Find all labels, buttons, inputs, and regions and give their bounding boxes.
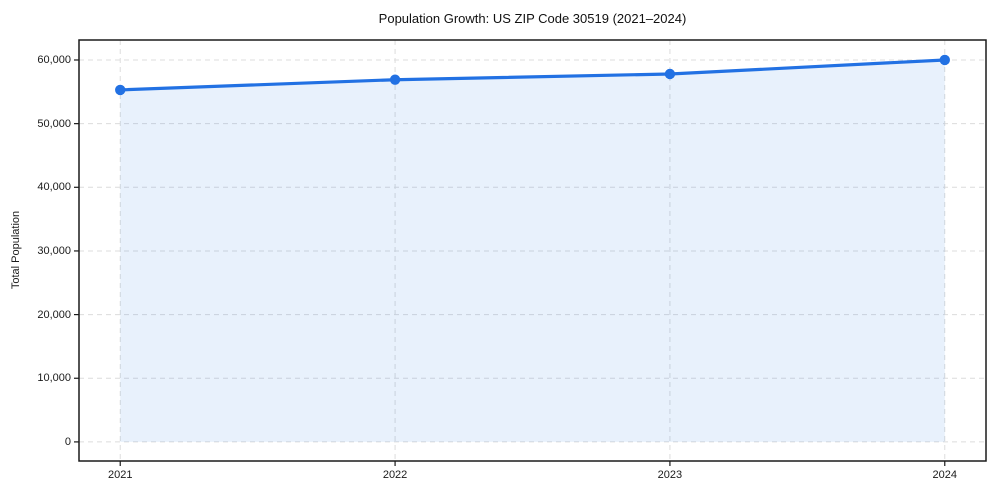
data-point-2021 bbox=[115, 84, 126, 96]
x-tick-label-2024: 2024 bbox=[932, 469, 958, 481]
data-line bbox=[118, 58, 947, 92]
x-tick-label-2022: 2022 bbox=[382, 469, 408, 481]
data-point-2024 bbox=[939, 54, 950, 66]
data-point-2022 bbox=[389, 74, 401, 85]
plot-frame bbox=[78, 39, 987, 462]
data-point-2023 bbox=[664, 68, 676, 80]
y-tick-label-50,000: 50,000 bbox=[37, 117, 71, 130]
area-fill bbox=[120, 59, 945, 442]
x-tick-label-2021: 2021 bbox=[107, 469, 133, 481]
y-tick-label-30,000: 30,000 bbox=[37, 244, 71, 257]
y-tick-label-60,000: 60,000 bbox=[37, 53, 71, 66]
y-tick-label-20,000: 20,000 bbox=[37, 308, 71, 321]
x-tick-label-2023: 2023 bbox=[657, 469, 683, 481]
chart-title: Population Growth: US ZIP Code 30519 (20… bbox=[378, 11, 687, 26]
y-tick-label-10,000: 10,000 bbox=[37, 372, 71, 385]
y-tick-label-40,000: 40,000 bbox=[37, 181, 71, 194]
y-tick-label-0: 0 bbox=[64, 435, 71, 448]
